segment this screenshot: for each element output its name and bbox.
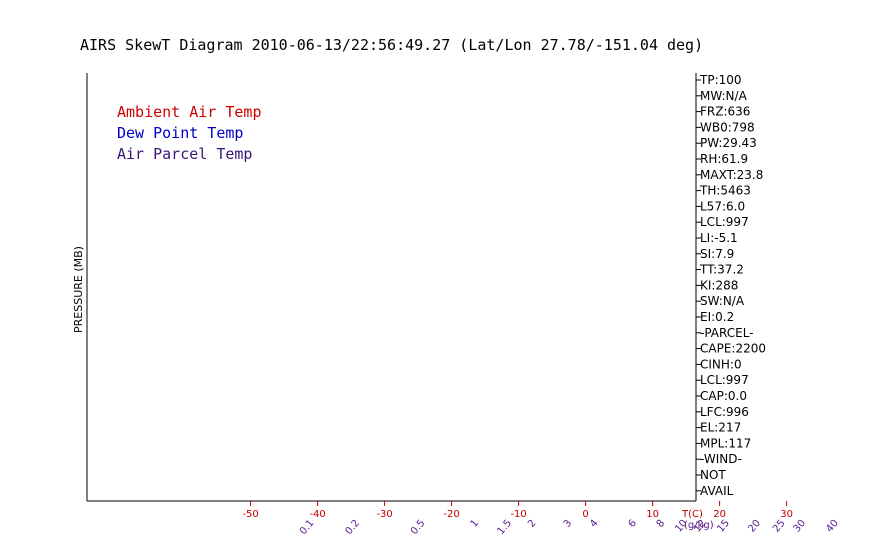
- mixing-ratio-tick-label: 15: [715, 518, 732, 535]
- stat-item: RH:61.9: [700, 152, 748, 166]
- stat-item: AVAIL: [700, 484, 734, 498]
- stat-item: -WIND-: [700, 452, 742, 466]
- bottom-temp-tick-label: -20: [443, 509, 459, 520]
- stat-item: MAXT:23.8: [700, 168, 763, 182]
- stat-item: SW:N/A: [700, 294, 745, 308]
- stat-item: -PARCEL-: [700, 326, 754, 340]
- stat-item: FRZ:636: [700, 105, 750, 119]
- stat-item: L57:6.0: [700, 199, 745, 213]
- stat-item: TT:37.2: [699, 263, 744, 277]
- mixing-ratio-tick-label: 25: [771, 518, 788, 535]
- mixing-ratio-tick-label: 1: [469, 518, 482, 530]
- stat-item: LFC:996: [700, 405, 749, 419]
- mixing-ratio-tick-label: 0.1: [298, 518, 317, 537]
- legend-entry: Dew Point Temp: [117, 124, 243, 142]
- stat-item: CINH:0: [700, 357, 742, 371]
- legend-entry: Ambient Air Temp: [117, 103, 262, 121]
- bottom-temp-tick-label: -30: [376, 509, 392, 520]
- stat-item: TP:100: [699, 73, 742, 87]
- stat-item: EI:0.2: [700, 310, 734, 324]
- mixing-ratio-tick-label: 4: [588, 518, 601, 530]
- mixing-ratio-tick-label: 40: [824, 518, 841, 535]
- bottom-temp-tick-label: 0: [582, 509, 588, 520]
- stat-item: SI:7.9: [700, 247, 734, 261]
- mixing-ratio-unit-label: (g/kg): [684, 520, 714, 531]
- mixing-ratio-tick-label: 1.5: [496, 518, 515, 537]
- mixing-ratio-tick-label: 20: [746, 518, 763, 535]
- legend-entry: Air Parcel Temp: [117, 145, 252, 163]
- stat-item: MW:N/A: [700, 89, 748, 103]
- stat-item: CAP:0.0: [700, 389, 747, 403]
- stat-item: TH:5463: [699, 184, 751, 198]
- stat-item: LCL:997: [700, 373, 749, 387]
- stat-item: NOT: [700, 468, 726, 482]
- stat-item: CAPE:2200: [700, 342, 766, 356]
- bottom-temp-tick-label: 10: [646, 509, 659, 520]
- stat-item: LCL:997: [700, 215, 749, 229]
- stat-item: KI:288: [700, 278, 738, 292]
- mixing-ratio-tick-label: 6: [626, 518, 639, 530]
- bottom-temp-tick-label: -50: [242, 509, 258, 520]
- bottom-temp-tick-label: 20: [713, 509, 726, 520]
- mixing-ratio-tick-label: 0.2: [344, 518, 363, 537]
- stat-item: LI:-5.1: [700, 231, 738, 245]
- mixing-ratio-tick-label: 3: [562, 518, 575, 530]
- mixing-ratio-tick-label: 30: [791, 518, 808, 535]
- bottom-temp-tick-label: -10: [510, 509, 526, 520]
- bottom-temp-tick-label: -40: [309, 509, 325, 520]
- stat-item: EL:217: [700, 421, 741, 435]
- mixing-ratio-tick-label: 2: [526, 518, 539, 530]
- chart-title: AIRS SkewT Diagram 2010-06-13/22:56:49.2…: [80, 36, 703, 54]
- stat-item: WB0:798: [700, 120, 755, 134]
- y-axis-label: PRESSURE (MB): [72, 246, 85, 333]
- mixing-ratio-tick-label: 8: [655, 518, 668, 530]
- bottom-temp-tick-label: 30: [780, 509, 793, 520]
- legend: Ambient Air Temp Dew Point Temp Air Parcel…: [117, 103, 262, 163]
- x-axis-label: T(C): [681, 509, 703, 520]
- stat-item: MPL:117: [700, 436, 751, 450]
- stat-item: PW:29.43: [700, 136, 757, 150]
- mixing-ratio-tick-label: 0.5: [409, 518, 428, 537]
